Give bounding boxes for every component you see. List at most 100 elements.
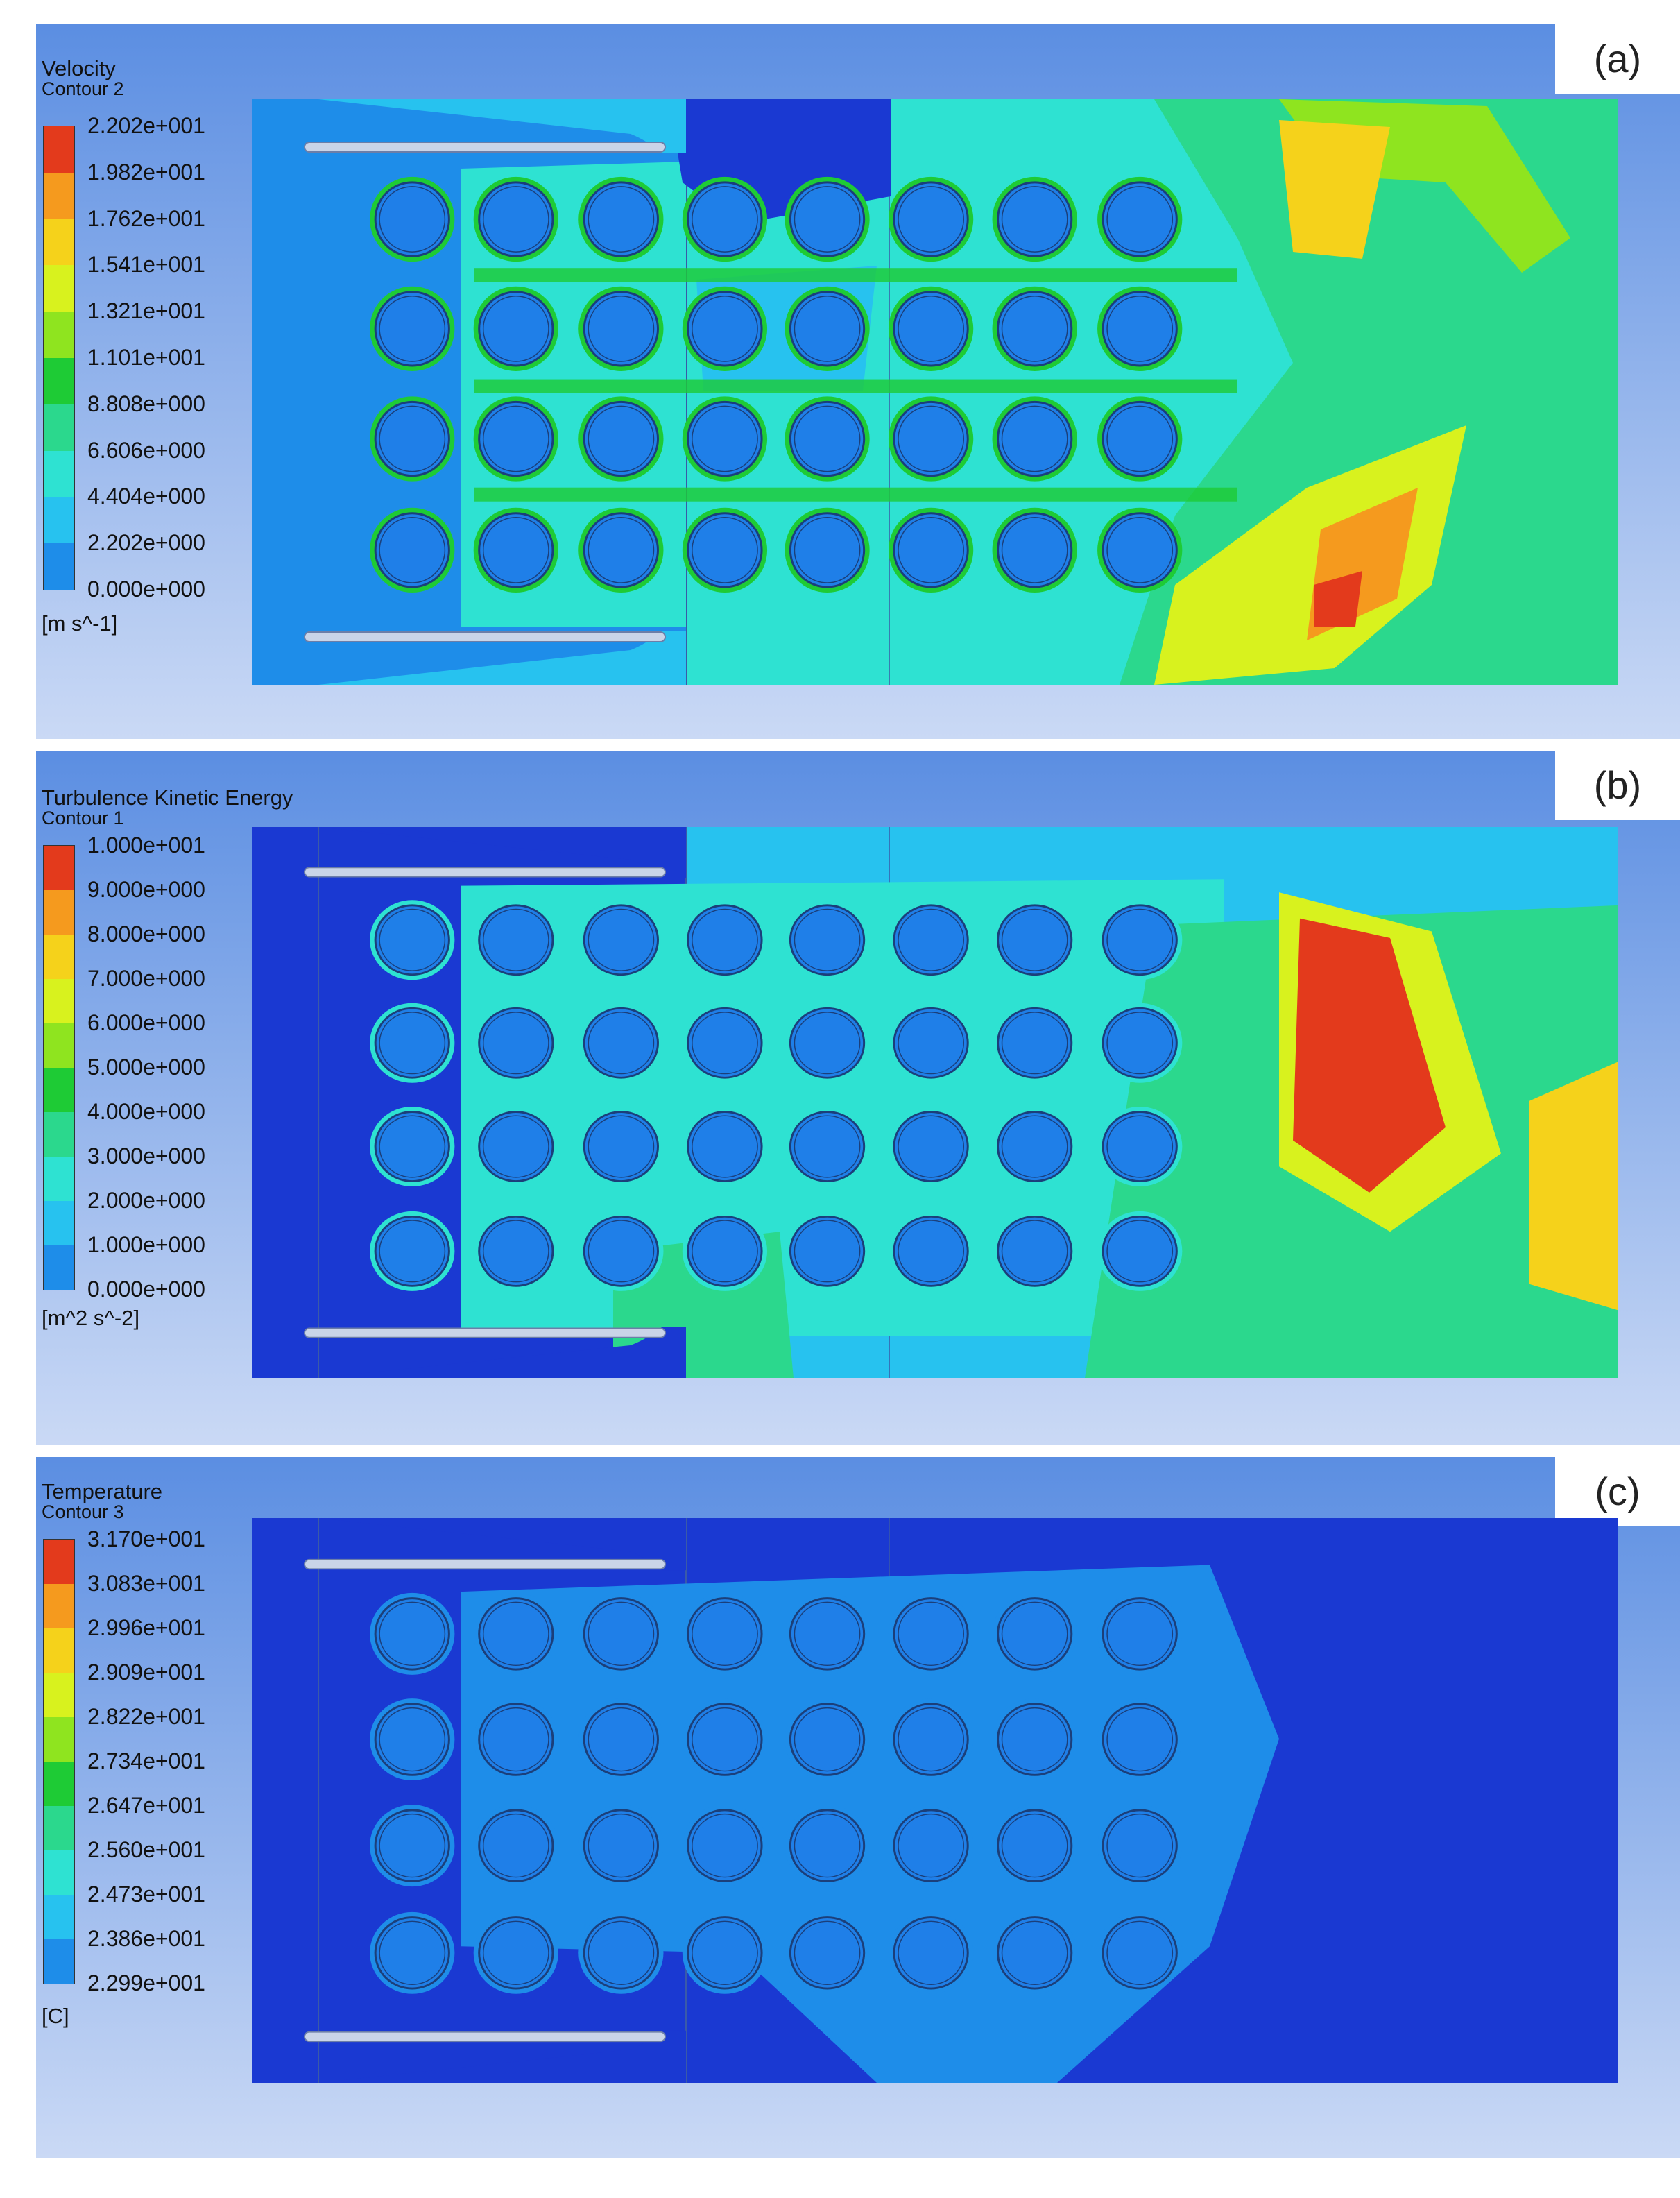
temperature-panel: (c) Temperature Contour 3 [C] 3.170e+001…: [36, 1457, 1680, 2158]
tube: [583, 291, 659, 367]
tube-inner-wall: [482, 1813, 549, 1878]
legend-title: Velocity Contour 2: [42, 58, 124, 99]
tube: [789, 1007, 866, 1079]
tube-inner-wall: [692, 186, 758, 253]
tube-inner-wall: [1001, 186, 1068, 253]
tube: [789, 1111, 866, 1182]
tube: [1102, 400, 1178, 477]
tube-inner-wall: [379, 516, 446, 583]
color-bar-segment: [44, 1717, 74, 1762]
tube-inner-wall: [482, 1920, 549, 1985]
color-bar: [43, 845, 75, 1290]
tube-inner-wall: [588, 1601, 655, 1667]
legend-tick-label: 6.000e+000: [87, 1010, 205, 1035]
top-baffle: [318, 99, 686, 153]
bottom-baffle: [318, 2030, 686, 2083]
bottom-baffle: [318, 631, 686, 685]
color-bar-segment: [44, 1850, 74, 1895]
legend-variable-name: Temperature: [42, 1479, 163, 1503]
tube: [583, 1007, 659, 1079]
color-bar-segment: [44, 1628, 74, 1673]
top-baffle-plate: [304, 142, 666, 153]
tube: [374, 291, 450, 367]
color-bar-segment: [44, 126, 74, 173]
tube: [789, 512, 866, 588]
tube: [893, 181, 969, 257]
tube: [997, 1809, 1073, 1882]
tube-inner-wall: [588, 1707, 655, 1772]
tube: [893, 1111, 969, 1182]
tube: [687, 1809, 763, 1882]
tube-inner-wall: [1106, 1012, 1174, 1075]
tube: [687, 904, 763, 976]
tube: [374, 1597, 450, 1671]
tube: [687, 181, 763, 257]
tube-inner-wall: [1106, 1813, 1174, 1878]
tube-inner-wall: [794, 295, 861, 362]
tube: [1102, 1809, 1178, 1882]
tube: [478, 1703, 554, 1776]
legend-unit: [m^2 s^-2]: [42, 1306, 140, 1330]
tube: [583, 1111, 659, 1182]
tube: [687, 1111, 763, 1182]
tube: [997, 1007, 1073, 1079]
tube-inner-wall: [898, 1707, 964, 1772]
tube-inner-wall: [379, 295, 446, 362]
tube-inner-wall: [482, 516, 549, 583]
tube-inner-wall: [898, 1012, 964, 1075]
tube-inner-wall: [1001, 516, 1068, 583]
tube-inner-wall: [588, 405, 655, 472]
tube-inner-wall: [482, 1115, 549, 1178]
tube-inner-wall: [1001, 295, 1068, 362]
contour-domain: [252, 99, 1618, 685]
tube-inner-wall: [692, 405, 758, 472]
tube: [1102, 1597, 1178, 1671]
tube-inner-wall: [588, 1813, 655, 1878]
tube: [374, 1007, 450, 1079]
tube-inner-wall: [794, 1220, 861, 1283]
tube-inner-wall: [692, 908, 758, 971]
tube-inner-wall: [794, 186, 861, 253]
tube-inner-wall: [794, 908, 861, 971]
tube-inner-wall: [1106, 295, 1174, 362]
tube: [893, 1809, 969, 1882]
tube: [893, 1215, 969, 1287]
legend-variable-name: Velocity: [42, 56, 116, 80]
color-bar-segment: [44, 1157, 74, 1201]
tube: [687, 400, 763, 477]
tube-inner-wall: [692, 1920, 758, 1985]
tube: [1102, 1007, 1178, 1079]
color-bar-segment: [44, 312, 74, 358]
tube: [997, 1916, 1073, 1990]
tube-inner-wall: [588, 186, 655, 253]
tube-inner-wall: [898, 1920, 964, 1985]
tube-inner-wall: [898, 1115, 964, 1178]
tube: [997, 1215, 1073, 1287]
bottom-baffle-plate: [304, 631, 666, 642]
tube-inner-wall: [1106, 1220, 1174, 1283]
tube-inner-wall: [794, 1601, 861, 1667]
tube: [789, 1916, 866, 1990]
tube: [374, 400, 450, 477]
tube-inner-wall: [588, 516, 655, 583]
tube-inner-wall: [898, 1220, 964, 1283]
legend-title: Temperature Contour 3: [42, 1481, 162, 1522]
legend-tick-label: 4.404e+000: [87, 484, 205, 509]
tube-inner-wall: [379, 405, 446, 472]
tube: [687, 1916, 763, 1990]
tube: [374, 512, 450, 588]
color-bar-segment: [44, 935, 74, 979]
tube-inner-wall: [1106, 186, 1174, 253]
legend-tick-label: 8.000e+000: [87, 921, 205, 946]
legend-tick-label: 2.000e+000: [87, 1188, 205, 1213]
tube-inner-wall: [379, 1920, 446, 1985]
tube-inner-wall: [588, 1220, 655, 1283]
tube-inner-wall: [1001, 405, 1068, 472]
tube: [583, 1916, 659, 1990]
tube: [997, 291, 1073, 367]
tube-inner-wall: [692, 516, 758, 583]
tube: [478, 1007, 554, 1079]
legend-tick-label: 3.083e+001: [87, 1571, 205, 1596]
tube: [374, 1809, 450, 1882]
tube-inner-wall: [588, 295, 655, 362]
